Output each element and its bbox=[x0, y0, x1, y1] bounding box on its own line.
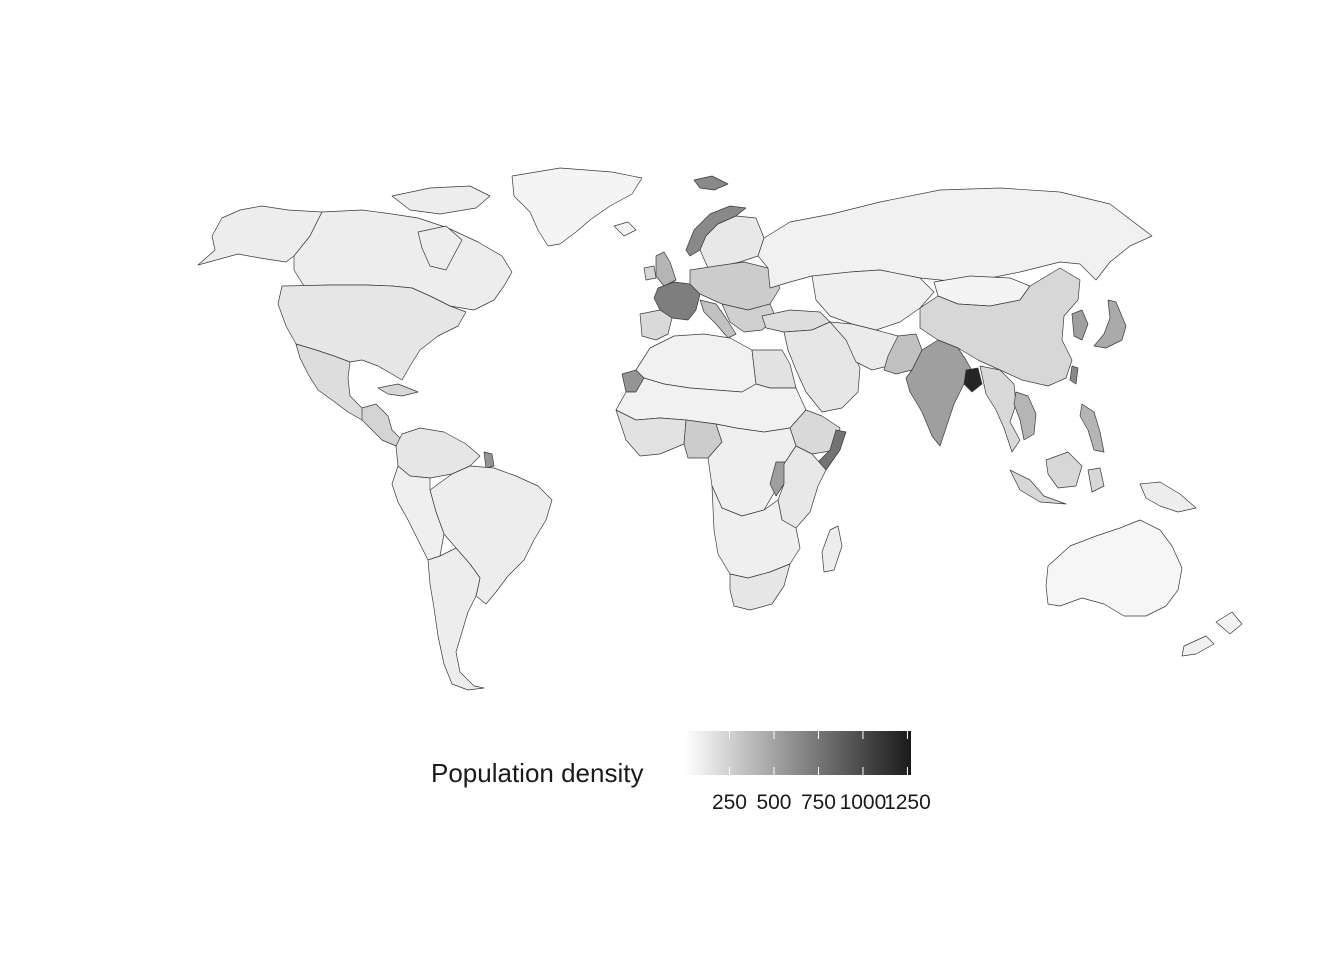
legend-tick-label: 500 bbox=[756, 791, 791, 814]
region-svalbard bbox=[693, 175, 729, 191]
region-central-america bbox=[361, 403, 403, 447]
region-new-zealand bbox=[1181, 611, 1243, 657]
region-russia bbox=[757, 187, 1153, 289]
region-france bbox=[653, 281, 701, 321]
region-kenya-tanzania bbox=[777, 445, 827, 529]
region-chile-argentina bbox=[427, 547, 485, 691]
region-brazil bbox=[429, 465, 553, 605]
region-uganda-rwanda bbox=[769, 461, 787, 497]
region-italy bbox=[699, 299, 737, 339]
region-korea bbox=[1071, 309, 1089, 341]
region-papua-new-guinea bbox=[1139, 481, 1197, 513]
region-iberia bbox=[639, 309, 673, 341]
region-central-asia bbox=[811, 269, 935, 331]
legend-tick-label: 750 bbox=[801, 791, 836, 814]
region-french-guiana bbox=[483, 451, 495, 469]
region-egypt bbox=[751, 349, 797, 389]
legend-ticks bbox=[728, 731, 908, 775]
region-china bbox=[919, 267, 1081, 387]
legend-tick-label: 250 bbox=[712, 791, 747, 814]
legend-tick-label: 1250 bbox=[884, 791, 931, 814]
legend-tick-label: 1000 bbox=[840, 791, 887, 814]
region-peru-bolivia bbox=[391, 465, 445, 561]
region-south-africa bbox=[729, 563, 791, 611]
region-madagascar bbox=[821, 525, 843, 573]
region-united-kingdom bbox=[655, 251, 677, 287]
region-vietnam bbox=[1013, 391, 1037, 441]
region-bangladesh bbox=[963, 367, 983, 393]
region-canada-islands bbox=[391, 185, 491, 271]
region-philippines bbox=[1079, 403, 1105, 453]
region-india bbox=[905, 339, 975, 447]
region-alaska bbox=[197, 205, 323, 266]
region-myanmar-thailand bbox=[979, 365, 1021, 453]
region-iceland bbox=[613, 221, 637, 237]
region-australia bbox=[1045, 519, 1183, 617]
legend-gradient bbox=[685, 731, 911, 775]
region-pakistan bbox=[883, 333, 923, 375]
region-taiwan bbox=[1069, 365, 1079, 385]
region-southern-africa bbox=[711, 485, 801, 579]
region-japan bbox=[1093, 299, 1127, 349]
country-shapes bbox=[197, 167, 1243, 691]
region-indonesia bbox=[1009, 451, 1105, 505]
region-cuba bbox=[377, 383, 419, 397]
region-greenland bbox=[511, 167, 643, 247]
region-middle-east bbox=[783, 321, 861, 413]
region-ireland bbox=[643, 265, 657, 281]
